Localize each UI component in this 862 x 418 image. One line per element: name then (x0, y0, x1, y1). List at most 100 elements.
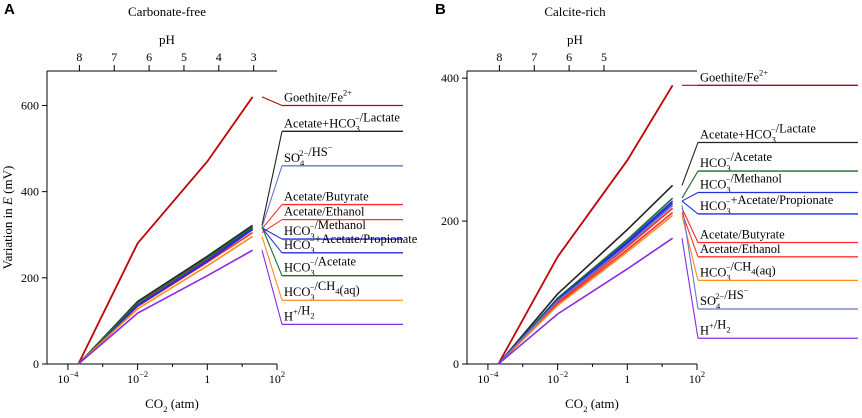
annotation-leader (681, 142, 699, 186)
panel-label: A (4, 1, 15, 18)
y-axis-title-text: Variation in (0, 205, 15, 269)
label-sup: − (771, 124, 776, 134)
series-line-5 (497, 207, 674, 365)
annotation-label: HCO3−/Acetate (284, 255, 357, 278)
label-sup: − (726, 262, 731, 272)
annotation-leader (681, 207, 699, 243)
panel-label: B (435, 1, 446, 18)
y-axis-title: Variation in E (mV) (0, 166, 15, 270)
annotation-label: HCO3−/Acetate (700, 150, 773, 173)
label-sup: + (709, 320, 714, 330)
label-sub: 3 (310, 231, 314, 241)
top-axis-tick-label: 5 (601, 50, 607, 64)
label-text: Acetate/Butyrate (284, 190, 369, 204)
label-sub: 3 (310, 268, 314, 278)
annotation-label: Acetate/Butyrate (700, 228, 785, 242)
annotation-leader (261, 219, 283, 234)
label-text: HCO (284, 238, 310, 252)
label-sup: 2− (715, 291, 724, 301)
annotation-leader (261, 227, 283, 254)
label-text: SO (700, 294, 716, 308)
label-text: /H (714, 317, 727, 331)
series-line-8 (497, 204, 674, 365)
annotation-label: H+/H2 (284, 303, 315, 323)
label-sub: 3 (726, 272, 730, 282)
tick-exponent: 2 (701, 369, 705, 379)
label-sup: − (726, 153, 731, 163)
annotation-label: H+/H2 (700, 317, 731, 337)
x-axis-tick-label: 10−2 (547, 369, 568, 386)
label-sub: 3 (726, 184, 730, 194)
label-text: /H (298, 303, 311, 317)
annotation-label: HCO3−/Methanol (700, 171, 782, 194)
label-sup: − (726, 196, 731, 206)
series-line-8 (77, 235, 254, 365)
label-text: /Methanol (314, 218, 366, 232)
x-axis-title-sub: 2 (163, 404, 167, 414)
annotation-label: Acetate+HCO3−/Lactate (700, 121, 816, 144)
annotation-leader (261, 250, 283, 325)
y-axis-tick-label: 400 (21, 185, 39, 199)
label-text: /Acetate (314, 255, 356, 269)
label-sub: 3 (356, 123, 360, 133)
label-text: +Acetate/Propionate (730, 193, 833, 207)
annotation-leader (261, 226, 283, 276)
annotation-label: Acetate/Ethanol (284, 205, 365, 219)
tick-base: 1 (624, 372, 630, 386)
label-text: Acetate/Ethanol (284, 205, 365, 219)
annotation-label: HCO3−/CH4(aq) (284, 279, 360, 302)
annotation-leader (261, 131, 283, 226)
series-line-1 (497, 184, 674, 365)
annotation-leader (681, 200, 699, 215)
y-axis-tick-label: 0 (453, 357, 459, 371)
tick-exponent: −2 (139, 369, 148, 379)
top-axis-tick-label: 4 (216, 50, 222, 64)
series-line-9 (497, 237, 674, 365)
x-axis-tick-label: 10−4 (57, 369, 79, 386)
label-text: Goethite/Fe (700, 70, 759, 84)
label-text: HCO (700, 156, 726, 170)
series-line-7 (497, 214, 674, 365)
label-text: HCO (284, 224, 310, 238)
x-axis-title-sub: 2 (583, 404, 587, 414)
label-sup: + (293, 306, 298, 316)
annotation-label: SO42−/HS− (700, 285, 749, 311)
tick-base: 10 (269, 372, 281, 386)
annotation-label: Acetate+HCO3−/Lactate (284, 110, 400, 133)
annotation-leader (261, 96, 283, 106)
label-text: /Acetate (730, 150, 772, 164)
label-sub: 4 (335, 286, 340, 296)
top-axis-tick-label: 8 (496, 50, 502, 64)
annotation-label: HCO3−/CH4(aq) (700, 259, 776, 282)
label-text: /CH (730, 259, 751, 273)
tick-exponent: 2 (281, 369, 285, 379)
label-sub: 3 (310, 292, 314, 302)
panel-a: A Carbonate-free pH 8 7 6 5 4 3 0 200 400 600 Variati… (0, 1, 418, 414)
x-axis-tick-label: 10−4 (477, 369, 499, 386)
x-axis-title-text: CO (145, 396, 163, 411)
label-sub: 3 (310, 245, 314, 255)
tick-exponent: −4 (489, 369, 499, 379)
annotation-leader (681, 205, 699, 310)
label-text: (aq) (756, 263, 776, 277)
annotation-leader (261, 204, 283, 230)
label-text: Acetate/Butyrate (700, 228, 785, 242)
label-sub: 4 (300, 158, 305, 168)
top-axis-title: pH (567, 32, 583, 47)
label-sup: 2+ (343, 87, 352, 97)
label-sup: 2− (299, 148, 308, 158)
annotation-label: SO42−/HS− (284, 142, 333, 168)
x-axis-title: CO2 (atm) (145, 396, 199, 414)
x-axis-tick-label: 1 (624, 372, 630, 386)
top-axis-tick-label: 8 (76, 50, 82, 64)
series-line-6 (77, 228, 254, 365)
label-text: Goethite/Fe (284, 90, 343, 104)
x-axis-tick-label: 102 (689, 369, 705, 386)
top-axis-tick-label: 6 (146, 50, 152, 64)
label-text: Acetate+HCO (700, 127, 772, 141)
label-text: +Acetate/Propionate (314, 232, 417, 246)
annotation-leader (681, 170, 699, 199)
annotation-leader (261, 227, 283, 240)
